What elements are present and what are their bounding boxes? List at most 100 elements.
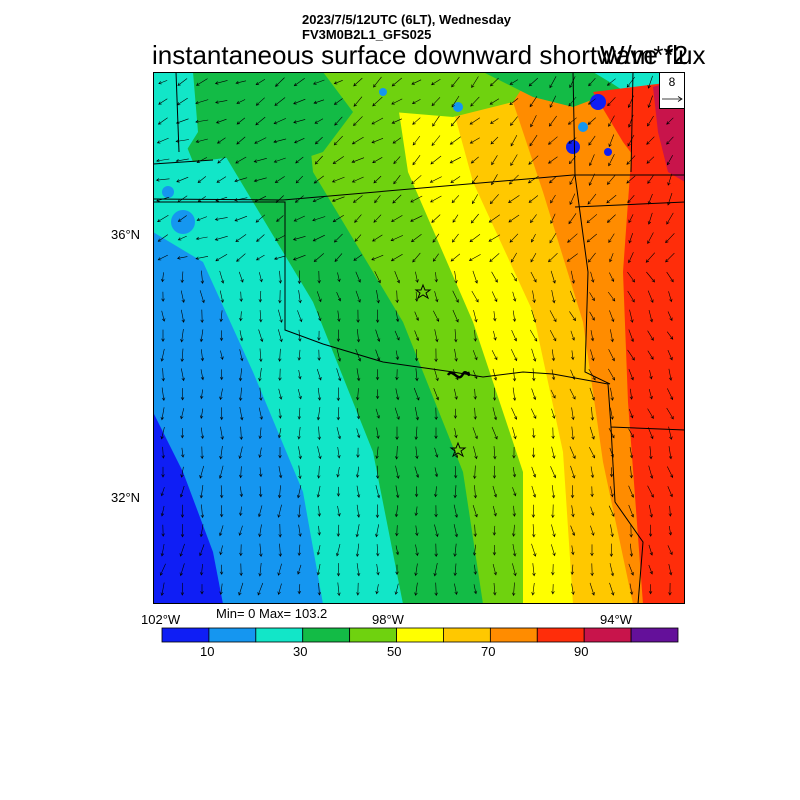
wind-vector-arrow — [434, 329, 439, 343]
wind-vector-arrow — [354, 234, 362, 242]
wind-vector-arrow — [336, 486, 341, 497]
wind-vector-arrow — [414, 311, 419, 321]
wind-vector-arrow — [161, 310, 166, 322]
wind-vector-arrow — [434, 505, 438, 518]
wind-vector-arrow — [314, 155, 323, 165]
wind-vector-arrow — [449, 156, 461, 164]
wind-vector-arrow — [570, 525, 576, 536]
colorbar-swatch — [536, 627, 585, 643]
wind-vector-arrow — [627, 349, 635, 361]
colorbar-label-10: 10 — [200, 644, 215, 659]
wind-vector-arrow — [434, 447, 439, 458]
wind-vector-arrow — [395, 564, 399, 576]
wind-vector-arrow — [277, 563, 282, 576]
wind-vector-arrow — [411, 175, 422, 185]
wind-vector-arrow — [586, 214, 598, 224]
wind-vector-arrow — [415, 525, 419, 537]
wind-vector-arrow — [568, 213, 577, 225]
wind-vector-arrow — [508, 214, 520, 223]
wind-vector-arrow — [590, 271, 595, 283]
wind-vector-arrow — [609, 272, 615, 283]
wind-vector-arrow — [454, 348, 458, 362]
wind-vector-arrow — [375, 349, 381, 361]
wind-vector-arrow — [667, 155, 673, 166]
wind-vector-arrow — [275, 195, 284, 203]
wind-vector-arrow — [512, 524, 516, 537]
wind-vector-arrow — [331, 196, 345, 202]
wind-vector-arrow — [449, 136, 461, 145]
wind-vector-arrow — [277, 485, 282, 499]
wind-vector-arrow — [510, 134, 518, 147]
wind-vector-arrow — [431, 135, 441, 146]
wind-vector-arrow — [175, 158, 189, 163]
wind-vector-arrow — [510, 154, 518, 167]
wind-vector-arrow — [199, 524, 204, 538]
wind-vector-arrow — [219, 369, 224, 381]
wind-vector-arrow — [335, 544, 341, 557]
wind-vector-arrow — [550, 270, 556, 284]
wind-vector-arrow — [665, 252, 675, 263]
wind-vector-arrow — [258, 368, 262, 382]
wind-vector-arrow — [395, 465, 400, 479]
wind-vector-arrow — [492, 387, 497, 401]
star-marker-south — [449, 441, 467, 458]
wind-vector-arrow — [414, 407, 419, 421]
wind-vector-arrow — [355, 524, 360, 538]
wind-vector-arrow — [511, 272, 517, 282]
wind-vector-arrow — [235, 80, 247, 85]
wind-vector-arrow — [453, 485, 457, 499]
wind-vector-arrow — [570, 290, 576, 303]
wind-vector-arrow — [649, 370, 653, 380]
wind-vector-arrow — [606, 174, 616, 185]
wind-vector-arrow — [412, 252, 421, 263]
wind-vector-arrow — [238, 525, 243, 536]
wind-vector-arrow — [278, 368, 282, 381]
wind-vector-arrow — [181, 447, 185, 458]
wind-vector-arrow — [200, 270, 205, 285]
wind-vector-arrow — [414, 349, 419, 362]
wind-vector-arrow — [589, 446, 596, 459]
wind-vector-arrow — [570, 485, 575, 499]
wind-vector-arrow — [434, 291, 439, 303]
wind-vector-arrow — [200, 389, 204, 400]
wind-vector-arrow — [492, 485, 497, 498]
wind-vector-arrow — [181, 309, 185, 323]
wind-vector-arrow — [492, 544, 497, 556]
wind-vector-arrow — [609, 582, 615, 596]
wind-vector-arrow — [549, 310, 557, 323]
wind-vector-arrow — [175, 139, 189, 143]
wind-vector-arrow — [157, 215, 169, 223]
wind-vector-arrow — [628, 563, 634, 576]
wind-vector-arrow — [571, 350, 575, 361]
wind-vector-arrow — [199, 544, 205, 557]
wind-vector-arrow — [433, 310, 440, 322]
wind-vector-arrow — [294, 195, 304, 203]
wind-vector-arrow — [293, 98, 306, 105]
wind-vector-arrow — [254, 195, 267, 203]
wind-vector-arrow — [414, 563, 418, 577]
wind-vector-arrow — [609, 467, 614, 478]
wind-vector-arrow — [473, 407, 477, 420]
wind-vector-arrow — [434, 427, 438, 440]
wind-vector-arrow — [312, 196, 325, 203]
wind-vector-arrow — [473, 564, 477, 575]
wind-vector-arrow — [570, 369, 576, 380]
wind-vector-arrow — [180, 348, 184, 363]
wind-vector-arrow — [629, 466, 634, 479]
wind-vector-arrow — [667, 349, 673, 361]
wind-vector-arrow — [415, 446, 419, 460]
wind-vector-arrow — [452, 290, 459, 303]
wind-vector-arrow — [512, 505, 516, 517]
wind-vector-arrow — [590, 544, 594, 557]
map-title: instantaneous surface downward shortwave… — [152, 40, 706, 70]
wind-vector-arrow — [412, 135, 421, 146]
wind-vector-arrow — [530, 408, 537, 419]
wind-vector-arrow — [376, 564, 380, 576]
wind-vector-arrow — [493, 330, 497, 341]
wind-vector-arrow — [588, 77, 596, 87]
wind-vector-arrow — [551, 369, 556, 381]
wind-vector-arrow — [274, 97, 286, 106]
wind-vector-arrow — [238, 387, 243, 402]
colorbar-swatch — [161, 627, 210, 643]
wind-vector-arrow — [629, 583, 634, 595]
